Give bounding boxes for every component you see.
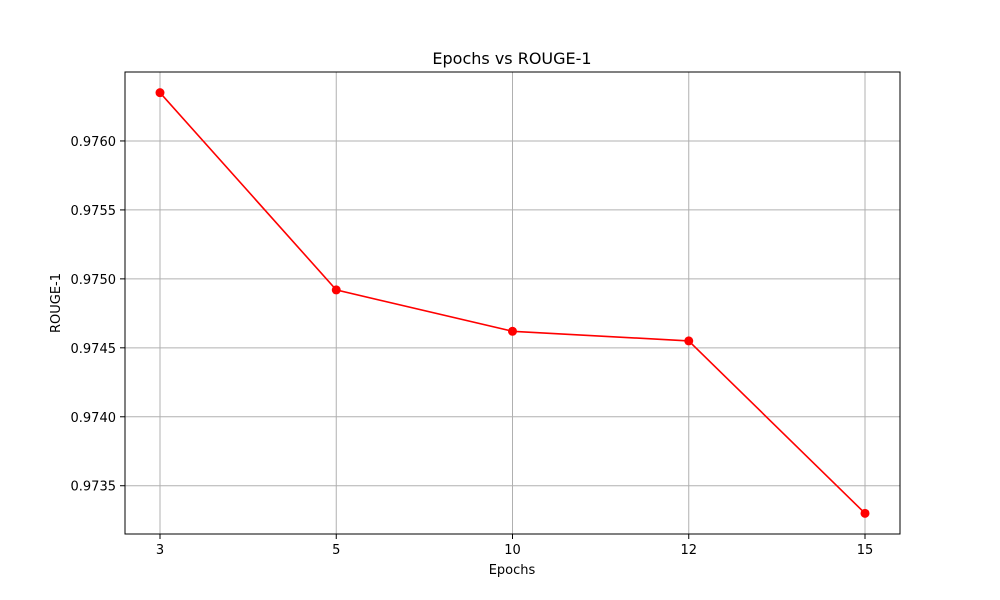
data-point [331,285,341,295]
data-point [508,326,517,336]
x-axis-ticks: 3 5 10 12 15 [156,534,873,558]
data-point [860,508,870,518]
x-tick-label: 10 [504,543,521,558]
y-tick-label: 0.9740 [71,411,117,426]
y-tick-label: 0.9760 [71,135,117,150]
x-axis-label: Epochs [489,563,536,578]
y-tick-label: 0.9735 [71,480,117,495]
x-tick-label: 12 [680,543,697,558]
y-tick-label: 0.9750 [71,273,117,288]
x-tick-label: 15 [857,543,874,558]
y-axis-label: ROUGE-1 [49,273,64,333]
x-tick-label: 5 [332,543,340,558]
series [155,88,870,518]
chart-title: Epochs vs ROUGE-1 [432,49,591,68]
data-point [684,336,694,346]
x-tick-label: 3 [156,543,164,558]
grid [125,72,900,534]
y-tick-label: 0.9755 [71,204,117,219]
y-tick-label: 0.9745 [71,342,117,357]
y-axis-ticks: 0.9735 0.9740 0.9745 0.9750 0.9755 0.9760 [71,135,125,495]
data-point [155,88,165,98]
